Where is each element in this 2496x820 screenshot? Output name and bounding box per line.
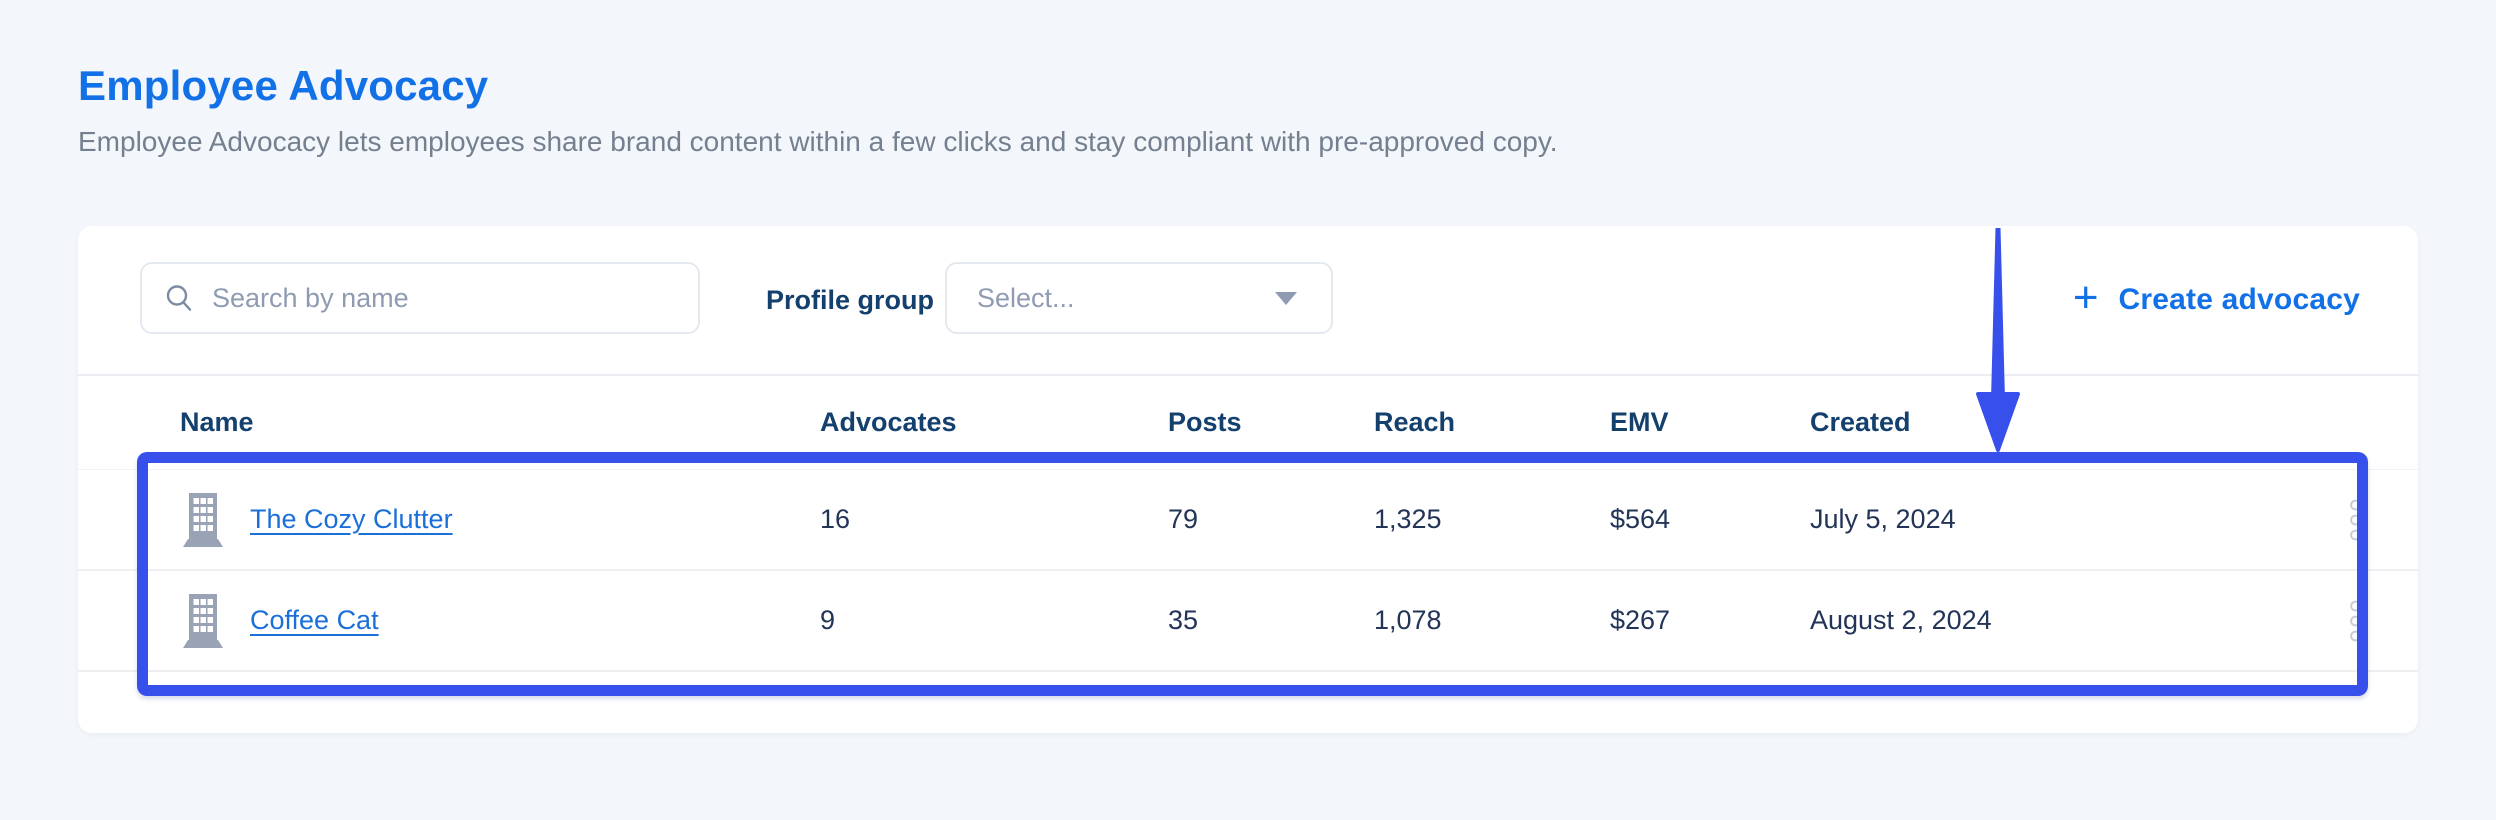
posts-cell: 79 — [1168, 504, 1199, 534]
advocates-cell: 9 — [820, 605, 836, 635]
toolbar: Profile group Select... + Create advocac… — [78, 226, 2418, 376]
search-input[interactable] — [212, 264, 676, 332]
profile-group-label: Profile group — [766, 284, 934, 315]
table-row: The Cozy Clutter 16 79 1,325 $564 July 5… — [78, 470, 2418, 571]
name-cell: The Cozy Clutter — [180, 492, 820, 547]
emv-cell: $564 — [1610, 504, 1671, 534]
kebab-menu-icon — [2349, 600, 2361, 641]
advocates-cell: 16 — [820, 504, 851, 534]
row-menu-button[interactable] — [2332, 591, 2378, 651]
table-row: Coffee Cat 9 35 1,078 $267 August 2, 202… — [78, 571, 2418, 672]
column-header-created: Created — [1810, 407, 1911, 437]
building-icon — [183, 492, 223, 547]
advocacy-name-link[interactable]: Coffee Cat — [250, 605, 379, 635]
plus-icon: + — [2072, 273, 2099, 322]
chevron-down-icon — [1275, 291, 1297, 305]
row-menu-button[interactable] — [2332, 490, 2378, 550]
page-title: Employee Advocacy — [78, 62, 489, 109]
reach-cell: 1,078 — [1374, 605, 1442, 635]
building-icon — [183, 593, 223, 648]
search-icon — [166, 285, 192, 311]
column-header-emv: EMV — [1610, 407, 1669, 437]
name-cell: Coffee Cat — [180, 593, 820, 648]
column-header-posts: Posts — [1168, 407, 1242, 437]
advocacy-name-link[interactable]: The Cozy Clutter — [250, 504, 453, 534]
column-header-advocates: Advocates — [820, 407, 957, 437]
table-body: The Cozy Clutter 16 79 1,325 $564 July 5… — [78, 469, 2418, 672]
search-box[interactable] — [140, 262, 700, 334]
select-value: Select... — [977, 282, 1075, 313]
create-advocacy-label: Create advocacy — [2118, 283, 2360, 316]
column-header-reach: Reach — [1374, 407, 1456, 437]
divider — [78, 374, 2418, 376]
profile-group-select[interactable]: Select... — [945, 262, 1333, 334]
created-cell: August 2, 2024 — [1810, 605, 1992, 635]
reach-cell: 1,325 — [1374, 504, 1442, 534]
created-cell: July 5, 2024 — [1810, 504, 1956, 534]
posts-cell: 35 — [1168, 605, 1199, 635]
emv-cell: $267 — [1610, 605, 1671, 635]
kebab-menu-icon — [2349, 499, 2361, 540]
column-header-name: Name — [180, 407, 254, 437]
table-header-row: Name Advocates Posts Reach EMV Created — [78, 376, 2418, 469]
advocacy-card: Profile group Select... + Create advocac… — [78, 226, 2418, 733]
create-advocacy-button[interactable]: + Create advocacy — [2073, 226, 2360, 374]
page-subtitle: Employee Advocacy lets employees share b… — [78, 126, 1558, 157]
